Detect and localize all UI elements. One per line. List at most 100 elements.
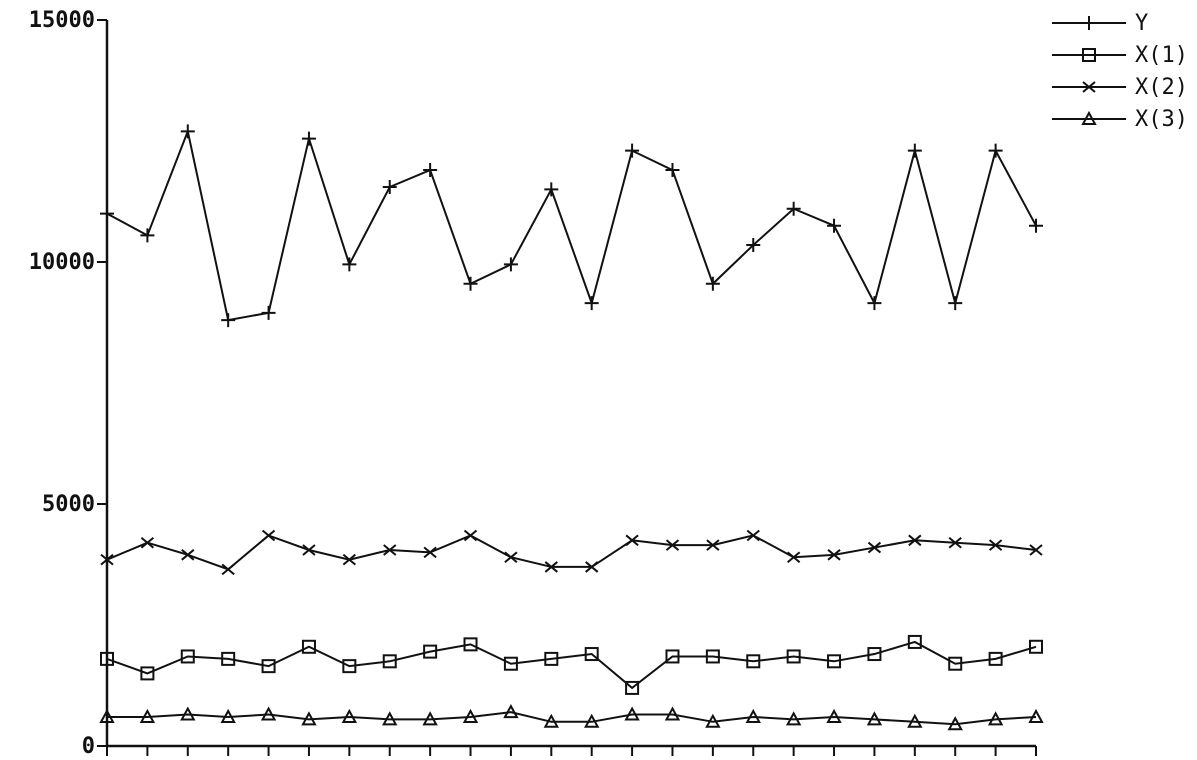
data-point-triangle	[99, 708, 115, 723]
data-point-plus	[827, 218, 842, 233]
data-point-x	[948, 536, 962, 549]
data-point-square	[625, 680, 640, 695]
series-line	[106, 640, 1037, 690]
legend-label: Y	[1135, 11, 1148, 36]
legend-marker-triangle	[1081, 110, 1097, 125]
data-point-x	[746, 529, 760, 542]
data-point-square	[544, 651, 559, 666]
legend: Y X(1) X(2) X(3)	[1052, 11, 1188, 132]
data-point-triangle	[907, 713, 923, 728]
legend-label: X(2)	[1135, 75, 1188, 100]
data-point-plus	[907, 143, 922, 158]
data-point-triangle	[180, 706, 196, 721]
data-point-plus	[544, 182, 559, 197]
series-x-2	[100, 529, 1043, 576]
y-tick-label: 5000	[42, 492, 95, 517]
legend-label: X(1)	[1135, 43, 1188, 68]
data-point-square	[665, 649, 680, 664]
data-point-plus	[261, 305, 276, 320]
data-point-triangle	[341, 708, 358, 723]
data-point-triangle	[543, 713, 559, 728]
data-point-square	[423, 644, 438, 659]
data-point-plus	[221, 313, 236, 328]
series-x-3	[99, 704, 1044, 731]
legend-marker-square	[1082, 48, 1096, 62]
data-point-triangle	[260, 706, 277, 721]
data-point-triangle	[866, 711, 883, 726]
data-point-plus	[503, 257, 518, 272]
data-point-triangle	[301, 711, 317, 726]
y-tick-label: 10000	[29, 250, 95, 275]
data-point-plus	[786, 201, 801, 216]
data-point-x	[1029, 544, 1043, 556]
series-y	[100, 124, 1043, 328]
data-point-plus	[746, 238, 761, 253]
data-point-square	[180, 649, 195, 664]
data-point-square	[786, 649, 801, 664]
data-point-x	[827, 549, 841, 561]
data-point-plus	[988, 143, 1003, 158]
data-point-x	[988, 539, 1003, 551]
series-line	[107, 711, 1037, 726]
legend-label: X(3)	[1135, 107, 1188, 132]
data-point-plus	[180, 124, 195, 139]
data-point-x	[544, 561, 558, 573]
data-point-x	[302, 544, 316, 556]
legend-item: X(2)	[1052, 75, 1188, 100]
series-layer	[99, 124, 1044, 731]
data-point-plus	[423, 163, 438, 178]
data-point-triangle	[462, 708, 479, 723]
data-point-square	[1029, 639, 1043, 654]
y-tick-label: 0	[82, 734, 95, 759]
data-point-square	[907, 634, 922, 649]
data-point-triangle	[1028, 708, 1044, 723]
series-line	[106, 534, 1037, 571]
legend-marker-plus	[1082, 16, 1096, 30]
data-point-square	[301, 639, 316, 654]
data-point-x	[867, 541, 882, 554]
data-point-triangle	[664, 706, 681, 721]
data-point-x	[585, 561, 599, 573]
data-point-square	[342, 659, 357, 674]
data-point-triangle	[503, 704, 519, 719]
data-point-x	[100, 553, 114, 566]
data-point-x	[221, 563, 235, 576]
y-ticks: 0 5000 10000 15000	[29, 8, 107, 759]
data-point-square	[221, 651, 236, 666]
legend-marker-x	[1082, 81, 1096, 93]
data-point-square	[503, 656, 518, 671]
data-point-x	[706, 539, 720, 551]
data-point-plus	[948, 296, 963, 311]
data-point-square	[584, 647, 599, 662]
data-point-triangle	[826, 708, 842, 723]
data-point-plus	[665, 163, 680, 178]
data-point-triangle	[382, 711, 398, 726]
series-line	[106, 127, 1037, 322]
data-point-triangle	[422, 711, 438, 726]
data-point-x	[423, 546, 437, 559]
data-point-x	[261, 529, 276, 542]
data-point-plus	[705, 276, 720, 291]
data-point-plus	[140, 228, 155, 243]
data-point-x	[908, 534, 922, 547]
data-point-x	[787, 551, 801, 564]
data-point-square	[100, 651, 114, 666]
legend-item: X(3)	[1052, 107, 1188, 132]
data-point-square	[140, 666, 155, 681]
data-point-plus	[301, 131, 316, 146]
data-point-triangle	[624, 706, 640, 721]
data-point-x	[463, 529, 478, 542]
data-point-square	[463, 637, 478, 652]
data-point-x	[504, 551, 518, 564]
data-point-square	[382, 654, 397, 669]
data-point-square	[261, 659, 276, 674]
data-point-triangle	[584, 713, 600, 728]
data-point-x	[625, 534, 639, 547]
data-point-x	[342, 553, 356, 566]
data-point-plus	[463, 276, 478, 291]
data-point-square	[867, 647, 882, 662]
x-ticks	[106, 746, 1037, 756]
data-point-triangle	[745, 708, 761, 723]
data-point-x	[181, 549, 195, 561]
